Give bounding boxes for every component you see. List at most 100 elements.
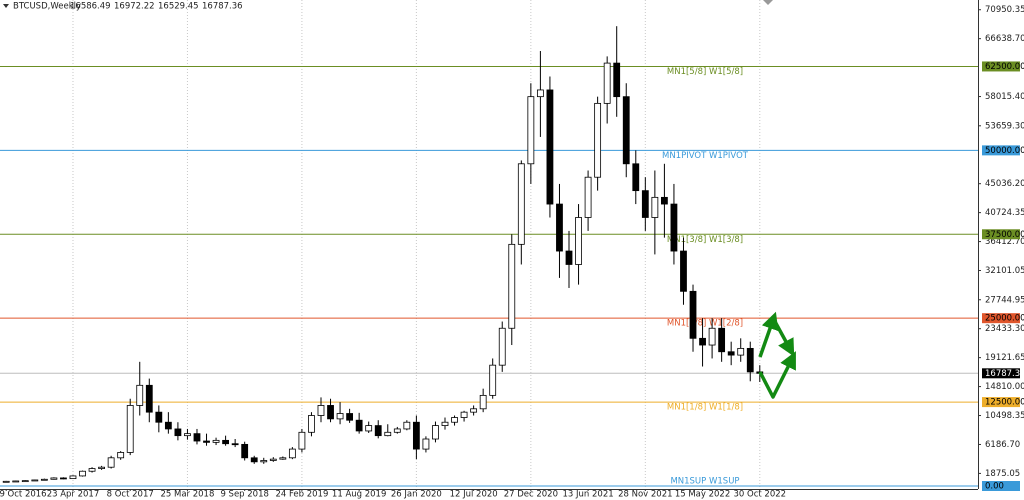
x-tick-label: 11 Aug 2019 (332, 490, 386, 500)
forecast-arrows (758, 311, 796, 399)
candle-body (241, 443, 249, 459)
y-tick-label: 10498.35 (985, 411, 1024, 421)
candle-body (88, 468, 96, 472)
candle-body (689, 290, 697, 339)
candle-body (365, 425, 373, 432)
arrow (758, 311, 779, 358)
candle-body (708, 327, 716, 346)
candle-body (98, 466, 105, 469)
candle-body (412, 421, 420, 450)
axes: 9 Oct 2016 23 Apr 2017 8 Oct 2017 25 Mar 20… (0, 5, 1024, 499)
candle-body (556, 203, 563, 252)
x-tick-label: 9 Sep 2018 (220, 490, 268, 500)
x-tick-label: 27 Dec 2020 (504, 490, 558, 500)
arrow (771, 317, 795, 357)
candle-body (451, 417, 458, 423)
candle-body (479, 394, 487, 410)
y-tick-label: 1875.05 (985, 469, 1020, 479)
candle-body (2, 480, 10, 483)
y-tick-label: 58015.40 (985, 92, 1024, 102)
candle-body (288, 448, 296, 459)
candle-body (126, 405, 134, 453)
candle-body (327, 405, 334, 420)
candle-body (164, 421, 172, 430)
candle-body (746, 347, 754, 373)
candle-body (661, 196, 668, 205)
level-price-label: 25000.00 (985, 314, 1024, 324)
y-tick-label: 6186.70 (985, 440, 1020, 450)
header-ohlc: 16586.49 16972.22 16529.45 16787.36 (70, 2, 243, 12)
menu-icon[interactable] (3, 4, 9, 8)
candles (2, 26, 764, 483)
level-price-box (982, 229, 1020, 240)
last-price-label: 16787.36 (985, 369, 1024, 379)
candle-body (374, 425, 382, 437)
candle-body (250, 457, 258, 463)
candle-body (632, 163, 640, 192)
level-price-label: 0.00 (985, 482, 1004, 492)
candle-body (145, 384, 153, 413)
candle-body (203, 440, 210, 443)
candle-body (699, 337, 706, 346)
y-tick-label: 40724.35 (985, 208, 1024, 218)
y-tick-label: 32101.05 (985, 266, 1024, 276)
x-tick-label: 15 May 2022 (675, 490, 730, 500)
level-label: MN1[2/8] W1[2/8] (667, 319, 743, 329)
y-tick-label: 14810.00 (985, 382, 1024, 392)
candle-body (174, 428, 182, 437)
candle-body (584, 176, 592, 218)
header-value: 16787.36 (202, 2, 243, 12)
candle-body (432, 425, 439, 440)
level-price-box (982, 397, 1020, 408)
level-label: MN1[3/8] W1[3/8] (667, 235, 743, 245)
candle-body (222, 439, 230, 445)
y-tick-label: 66638.70 (985, 34, 1024, 44)
candle-body (79, 470, 86, 477)
candle-body (441, 421, 449, 426)
grid (72, 0, 761, 489)
y-tick-label: 45036.20 (985, 179, 1024, 189)
level-price-label: 50000.00 (985, 146, 1024, 156)
candle-body (279, 457, 287, 460)
candle-body (508, 243, 516, 329)
candle-body (718, 327, 726, 353)
candle-body (40, 478, 48, 481)
level-label: MN1SUP W1SUP (670, 477, 739, 487)
candle-body (155, 411, 163, 423)
level-label: MN1[1/8] W1[1/8] (667, 403, 743, 413)
candle-body (613, 62, 621, 98)
candle-body (565, 250, 573, 265)
x-tick-label: 26 Jan 2020 (391, 490, 442, 500)
candle-body (536, 89, 544, 98)
candle-body (517, 163, 525, 245)
x-tick-label: 30 Oct 2022 (734, 490, 787, 500)
candle-body (117, 452, 125, 459)
last-price-box (982, 368, 1020, 379)
level-price-box (982, 145, 1020, 156)
candle-body (527, 96, 535, 165)
x-tick-label: 13 Jun 2021 (563, 490, 614, 500)
x-tick-label: 12 Jul 2020 (450, 490, 498, 500)
candle-body (460, 411, 468, 418)
x-tick-label: 8 Oct 2017 (107, 490, 154, 500)
y-tick-label: 53659.30 (985, 121, 1024, 131)
candle-body (622, 96, 630, 165)
candle-body (670, 203, 678, 252)
candle-body (21, 480, 29, 483)
candle-body (269, 458, 277, 461)
candle-body (422, 438, 430, 450)
x-tick-label: 23 Apr 2017 (47, 490, 100, 500)
candle-body (603, 62, 611, 104)
candle-body (727, 351, 735, 356)
candle-body (107, 457, 115, 468)
candle-body (498, 327, 506, 366)
x-tick-label: 28 Nov 2021 (618, 490, 672, 500)
candle-body (231, 443, 239, 446)
chart-symbol: BTCUSD,Weekly (13, 2, 81, 12)
candle-body (641, 190, 649, 218)
candle-body (184, 433, 191, 437)
candle-body (651, 196, 659, 218)
x-tick-label: 25 Mar 2018 (160, 490, 214, 500)
